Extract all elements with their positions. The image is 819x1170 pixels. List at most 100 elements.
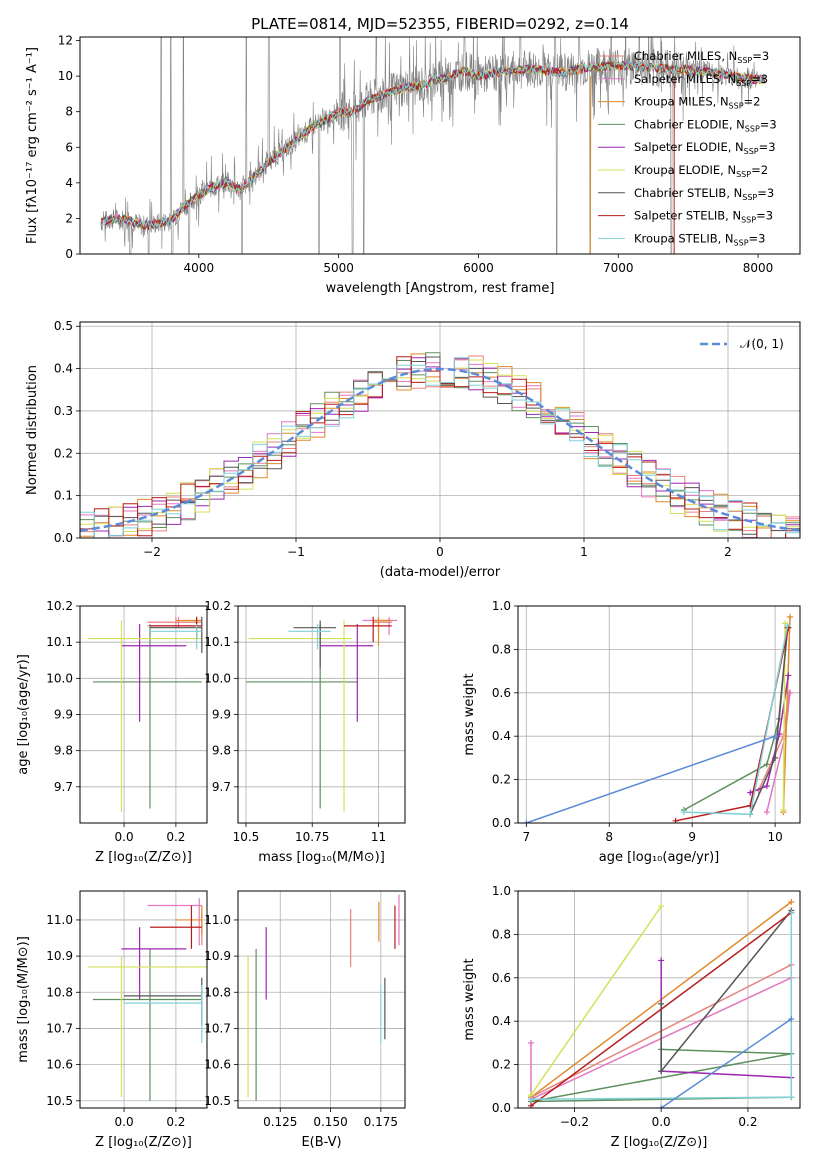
y-tick-label: 10.8 bbox=[204, 985, 231, 999]
axes-frame bbox=[517, 890, 801, 1109]
x-tick-label: 1 bbox=[580, 545, 588, 559]
mass-weight-series-7 bbox=[530, 912, 792, 1107]
residual-histogram-8 bbox=[80, 357, 800, 538]
mass-weight-series-2 bbox=[782, 616, 791, 813]
x-axis-label: wavelength [Angstrom, rest frame] bbox=[326, 281, 555, 296]
mass-weight-marker bbox=[788, 909, 795, 916]
legend-entry: Salpeter ELODIE, NSSP=3 bbox=[634, 140, 776, 156]
x-tick-label: 2 bbox=[724, 545, 732, 559]
age-vs-z-panel: 0.0 0.2 9.7 9.8 9.9 10.0 10.1 10.2 Z [log₁₀(Z/Z⊙… bbox=[16, 599, 208, 865]
y-tick-label: 10.9 bbox=[46, 949, 73, 963]
y-tick-label: 9.8 bbox=[212, 744, 231, 758]
mass-weight-marker bbox=[772, 754, 779, 761]
y-tick-label: 10.8 bbox=[46, 985, 73, 999]
mass-weight-marker bbox=[680, 809, 687, 816]
y-tick-label: 0.4 bbox=[492, 729, 511, 743]
residuals-plot-area bbox=[80, 352, 800, 538]
x-tick-label: −0.2 bbox=[560, 1115, 589, 1129]
mass-weight-plot-area bbox=[528, 898, 795, 1108]
y-tick-label: 10.2 bbox=[46, 599, 73, 613]
x-tick-label: 4000 bbox=[184, 261, 215, 275]
mass-weight-marker bbox=[763, 783, 770, 790]
mass-weight-series-8 bbox=[683, 625, 789, 816]
y-tick-label: 9.9 bbox=[212, 708, 231, 722]
y-tick-label: 10 bbox=[58, 69, 73, 83]
y-tick-label: 10.2 bbox=[204, 599, 231, 613]
mass-weight-series-3 bbox=[683, 627, 789, 811]
x-tick-label: 0.175 bbox=[364, 1115, 398, 1129]
legend-entry: Kroupa ELODIE, NSSP=2 bbox=[634, 163, 768, 179]
x-tick-label: 10.75 bbox=[295, 830, 329, 844]
axes-frame bbox=[517, 605, 801, 824]
normal-curve bbox=[80, 367, 800, 532]
x-tick-label: 9 bbox=[688, 830, 696, 844]
y-tick-label: 0.0 bbox=[54, 531, 73, 545]
mass-weight-plot-area bbox=[523, 613, 794, 823]
errorbar-plot-area bbox=[87, 898, 207, 1101]
legend-entry: 𝒩(0, 1) bbox=[740, 337, 784, 351]
mass-weight-marker bbox=[763, 809, 770, 816]
y-tick-label: 1.0 bbox=[492, 599, 511, 613]
mass-weight-marker bbox=[658, 903, 665, 910]
x-tick-label: 0.2 bbox=[166, 1115, 185, 1129]
y-tick-label: 10.1 bbox=[46, 635, 73, 649]
y-tick-label: 10.5 bbox=[46, 1094, 73, 1108]
y-axis-label: Flux [fλ10⁻¹⁷ erg cm⁻² s⁻¹ A⁻¹] bbox=[25, 47, 40, 244]
mass-weight-marker bbox=[772, 733, 779, 740]
residual-histogram-6 bbox=[80, 356, 800, 538]
x-tick-label: 0.2 bbox=[166, 830, 185, 844]
legend-entry: Kroupa MILES, NSSP=2 bbox=[634, 95, 760, 111]
mass-weight-marker bbox=[787, 613, 794, 620]
y-tick-label: 0.0 bbox=[492, 816, 511, 830]
x-axis-label: age [log₁₀(age/yr)] bbox=[599, 850, 720, 865]
y-tick-label: 8 bbox=[65, 105, 73, 119]
x-tick-label: 0.2 bbox=[738, 1115, 757, 1129]
mass-weight-marker bbox=[780, 806, 787, 813]
y-tick-label: 12 bbox=[58, 34, 73, 48]
y-tick-label: 0.2 bbox=[492, 1058, 511, 1072]
mass-weight-vs-age-panel: 7 8 9 10 0.0 0.2 0.4 0.6 0.8 1.0 age [log₁₀(age/yr… bbox=[462, 599, 801, 865]
mass-weight-marker bbox=[658, 1068, 665, 1075]
x-tick-label: 0.0 bbox=[115, 1115, 134, 1129]
y-tick-label: 10.0 bbox=[46, 671, 73, 685]
spectrum-panel: 4000 5000 6000 7000 8000 0 2 4 6 8 10 12 wavelength … bbox=[25, 34, 801, 296]
y-tick-label: 10.9 bbox=[204, 949, 231, 963]
mass-weight-marker bbox=[763, 761, 770, 768]
x-axis-label: Z [log₁₀(Z/Z⊙)] bbox=[95, 1135, 192, 1150]
y-tick-label: 10.6 bbox=[204, 1058, 231, 1072]
y-tick-label: 11.0 bbox=[204, 913, 231, 927]
mass-weight-marker bbox=[782, 733, 789, 740]
axes-frame bbox=[237, 605, 406, 824]
mass-weight-marker bbox=[788, 1094, 795, 1101]
x-tick-label: 8 bbox=[605, 830, 613, 844]
y-tick-label: 10.1 bbox=[204, 635, 231, 649]
mass-weight-marker bbox=[658, 1105, 665, 1108]
x-tick-label: 8000 bbox=[743, 261, 774, 275]
x-tick-label: 5000 bbox=[323, 261, 354, 275]
x-tick-label: −2 bbox=[143, 545, 161, 559]
y-tick-label: 1.0 bbox=[492, 884, 511, 898]
errorbar-plot-area bbox=[245, 616, 398, 813]
x-tick-label: 10.5 bbox=[233, 830, 260, 844]
mass-weight-marker bbox=[523, 820, 530, 823]
y-axis-label: Normed distribution bbox=[25, 365, 40, 495]
legend-entry: Salpeter MILES, NSSP=3 bbox=[634, 72, 768, 88]
x-tick-label: 0 bbox=[436, 545, 444, 559]
x-tick-label: 11 bbox=[371, 830, 386, 844]
y-axis-label: mass weight bbox=[462, 673, 477, 755]
mass-weight-marker bbox=[788, 898, 795, 905]
mass-weight-marker bbox=[528, 1039, 535, 1046]
y-axis-label: mass weight bbox=[462, 958, 477, 1040]
y-tick-label: 10.7 bbox=[46, 1021, 73, 1035]
y-tick-label: 0.8 bbox=[492, 642, 511, 656]
x-tick-label: 7000 bbox=[603, 261, 634, 275]
x-axis-label: mass [log₁₀(M/M⊙)] bbox=[258, 850, 385, 865]
mass-weight-marker bbox=[658, 957, 665, 964]
x-tick-label: 0.150 bbox=[313, 1115, 347, 1129]
mass-weight-series-9 bbox=[526, 735, 776, 823]
y-tick-label: 9.9 bbox=[54, 708, 73, 722]
y-axis-label: mass [log₁₀(M/M⊙)] bbox=[16, 936, 31, 1063]
y-tick-label: 11.0 bbox=[46, 913, 73, 927]
axes-frame bbox=[79, 890, 208, 1109]
